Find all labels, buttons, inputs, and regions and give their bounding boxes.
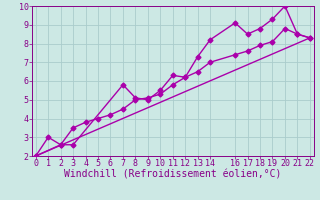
X-axis label: Windchill (Refroidissement éolien,°C): Windchill (Refroidissement éolien,°C)	[64, 170, 282, 180]
